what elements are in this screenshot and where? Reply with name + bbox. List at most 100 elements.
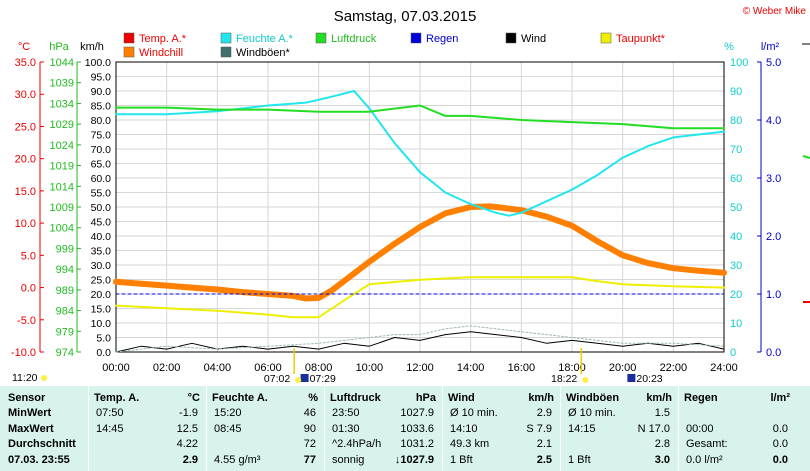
legend-swatch <box>505 32 517 44</box>
humidity-tick-label: 40 <box>730 231 742 243</box>
table-cell-value: 2.8 <box>654 438 670 450</box>
humidity-tick-label: 10 <box>730 318 742 330</box>
table-cell-value: 2.1 <box>536 438 552 450</box>
legend-label: Luftdruck <box>331 33 377 45</box>
table-cell-text: 15:20 <box>214 407 242 419</box>
pressure-tick-label: 974 <box>56 347 74 359</box>
pressure-tick-label: 999 <box>56 243 74 255</box>
legend-swatch <box>220 32 232 44</box>
legend-swatch <box>315 32 327 44</box>
table-cell-value: 77 <box>303 453 316 466</box>
wind-tick-label: 25.0 <box>91 275 112 287</box>
table-cell-text: sonnig <box>332 453 365 466</box>
pressure-tick-label: 1029 <box>50 119 74 131</box>
x-tick-label: 08:00 <box>305 362 333 374</box>
pressure-tick-label: 1039 <box>50 78 74 90</box>
wind-tick-label: 5.0 <box>96 333 111 345</box>
pressure-tick-label: 979 <box>56 326 74 338</box>
wind-tick-label: 45.0 <box>91 217 112 229</box>
rain-tick-label: 1.0 <box>766 289 781 301</box>
wind-axis-label: km/h <box>80 41 104 53</box>
table-separator <box>560 386 561 471</box>
table-cell-value: 0.0 <box>772 438 788 450</box>
temp-axis-label: °C <box>18 41 30 53</box>
header-rain-unit: l/m² <box>770 392 790 404</box>
table-cell-text: ^2.4hPa/h <box>332 438 382 450</box>
x-tick-label: 10:00 <box>356 362 384 374</box>
temp-tick-label: 10.0 <box>15 218 36 230</box>
x-tick-label: 24:00 <box>710 362 738 374</box>
table-cell-value: N 17.0 <box>637 422 670 435</box>
humidity-tick-label: 50 <box>730 202 742 214</box>
rain-axis-label: l/m² <box>761 41 780 53</box>
edge-mini-series <box>802 155 810 159</box>
wind-tick-label: 90.0 <box>91 86 112 98</box>
pressure-tick-label: 1014 <box>50 181 74 193</box>
header-pressure: Luftdruck <box>330 392 381 404</box>
series-line-feuchtea <box>115 90 725 217</box>
x-tick-label: 16:00 <box>508 362 536 374</box>
table-cell-value: 1.5 <box>654 407 670 419</box>
wind-tick-label: 0.0 <box>96 347 111 359</box>
humidity-tick-label: 70 <box>730 144 742 156</box>
wind-tick-label: 60.0 <box>91 173 112 185</box>
series-line-taupunkt <box>115 276 725 319</box>
pressure-tick-label: 1034 <box>50 98 74 110</box>
wind-tick-label: 30.0 <box>91 260 112 272</box>
table-cell-text: Ø 10 min. <box>450 407 498 419</box>
table-cell-text: 49.3 km <box>450 438 490 450</box>
statistics-table: Sensor Temp. A. °C Feuchte A.% Luftdruck hPa W… <box>0 386 810 471</box>
sunrise-icon <box>295 377 302 383</box>
temp-tick-label: 25.0 <box>15 121 36 133</box>
table-separator <box>88 386 89 471</box>
humidity-axis-label: % <box>724 41 734 53</box>
header-sensor: Sensor <box>8 392 46 404</box>
pressure-tick-label: 984 <box>56 306 74 318</box>
legend-swatch <box>220 46 232 58</box>
table-cell-value: 90 <box>303 422 316 435</box>
wind-tick-label: 10.0 <box>91 318 112 330</box>
table-cell-value: 12.5 <box>176 422 198 435</box>
x-tick-label: 18:00 <box>558 362 586 374</box>
rain-tick-label: 4.0 <box>766 115 781 127</box>
table-cell-text: 23:50 <box>332 407 360 419</box>
humidity-tick-label: 30 <box>730 260 742 272</box>
wind-tick-label: 80.0 <box>91 115 112 127</box>
temp-tick-label: 35.0 <box>15 57 36 69</box>
wind-tick-label: 50.0 <box>91 202 112 214</box>
x-tick-label: 20:00 <box>609 362 637 374</box>
legend-label: Windböen* <box>236 47 291 59</box>
temp-tick-label: 15.0 <box>15 186 36 198</box>
table-cell-value: 4.22 <box>176 438 198 450</box>
wind-tick-label: 55.0 <box>91 188 112 200</box>
humidity-tick-label: 90 <box>730 86 742 98</box>
header-rain: Regen <box>684 392 718 404</box>
header-wind-unit: km/h <box>528 392 554 404</box>
temp-tick-label: 0.0 <box>21 283 36 295</box>
legend-swatch <box>410 32 422 44</box>
table-cell-value: 2.9 <box>182 453 198 466</box>
temp-tick-label: -5.0 <box>17 315 36 327</box>
table-cell-value: 72 <box>303 438 316 450</box>
rain-tick-label: 3.0 <box>766 173 781 185</box>
legend-label: Regen <box>426 33 458 45</box>
temp-tick-label: 30.0 <box>15 89 36 101</box>
table-separator <box>324 386 325 471</box>
table-cell-text: 14:15 <box>568 422 596 435</box>
humidity-tick-label: 100 <box>730 57 748 69</box>
rain-tick-label: 0.0 <box>766 347 781 359</box>
x-tick-label: 00:00 <box>102 362 130 374</box>
sunset-icon <box>582 377 589 383</box>
header-wind: Wind <box>448 392 475 404</box>
wind-tick-label: 85.0 <box>91 101 112 113</box>
wind-tick-label: 15.0 <box>91 304 112 316</box>
x-tick-label: 04:00 <box>204 362 232 374</box>
table-cell-value: ↓1027.9 <box>394 453 434 466</box>
temp-tick-label: 5.0 <box>21 250 36 262</box>
table-cell-value: 1027.9 <box>400 407 434 419</box>
wind-tick-label: 40.0 <box>91 231 112 243</box>
humidity-tick-label: 60 <box>730 173 742 185</box>
table-cell-value: 1031.2 <box>400 438 434 450</box>
pressure-tick-label: 1004 <box>50 223 74 235</box>
table-cell-value: S 7.9 <box>526 422 552 435</box>
